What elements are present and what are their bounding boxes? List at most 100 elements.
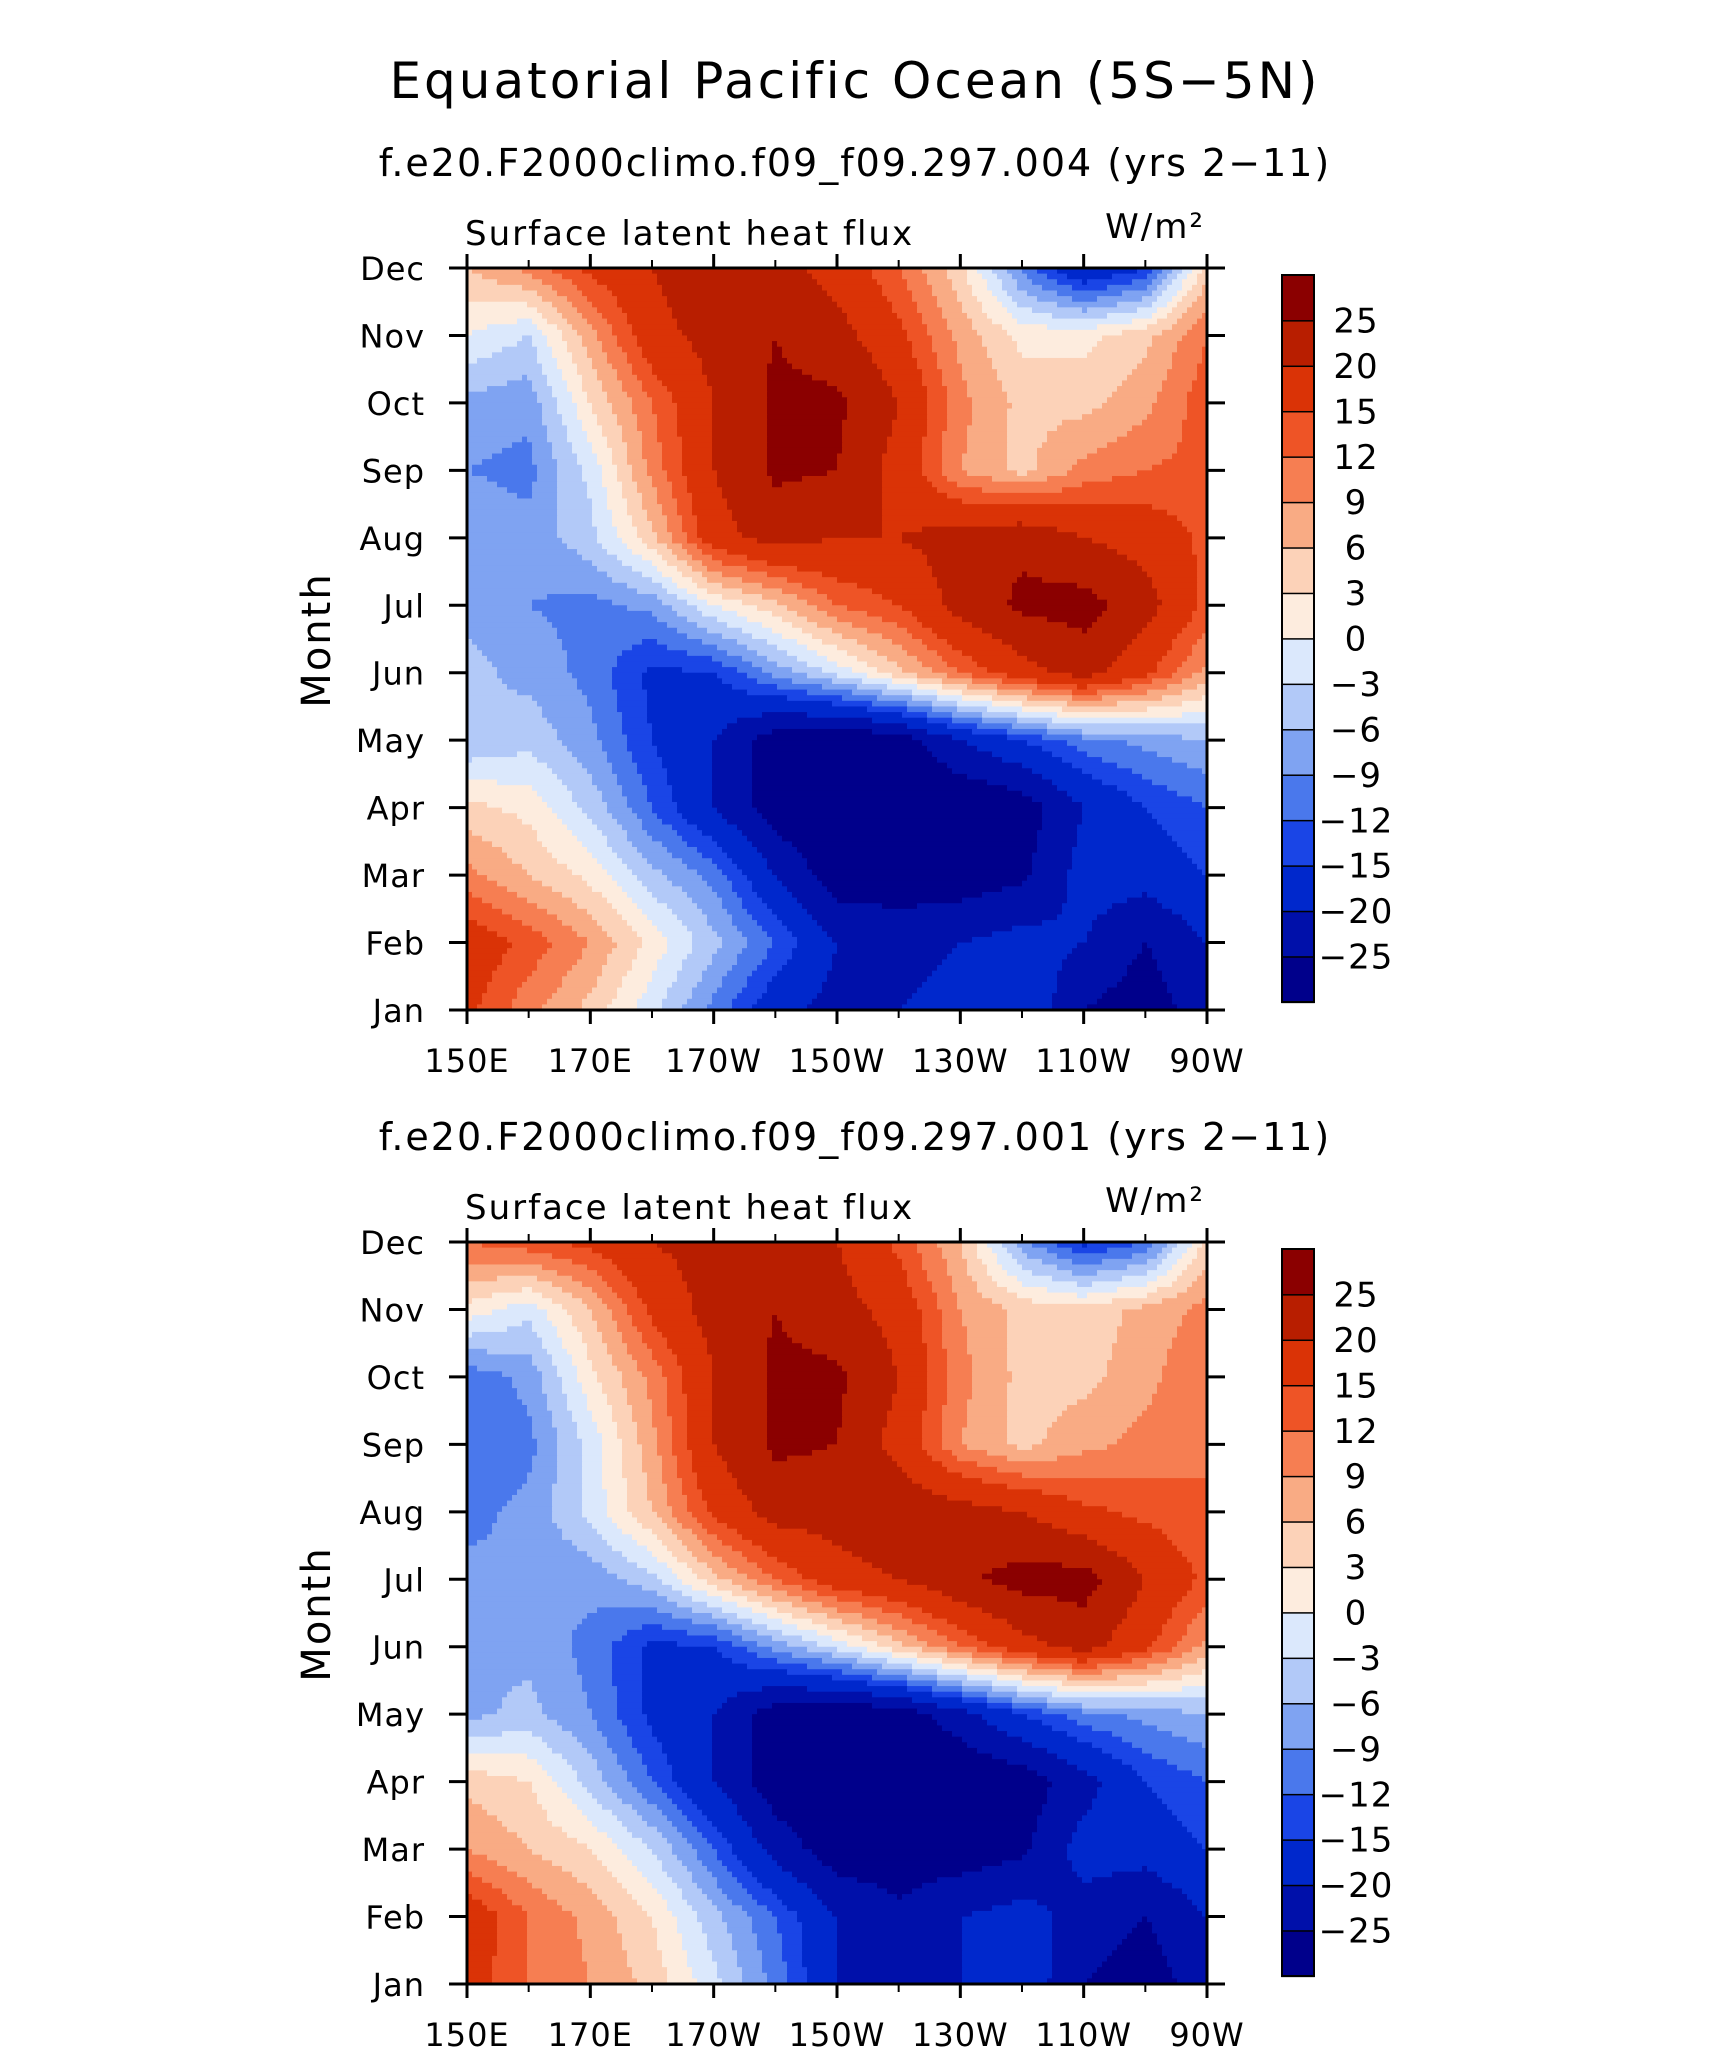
heatmap-cell	[777, 1922, 803, 1929]
heatmap-cell	[1162, 1247, 1173, 1254]
heatmap-cell	[1037, 846, 1073, 854]
heatmap-cell	[1057, 987, 1108, 994]
heatmap-cell	[787, 605, 818, 612]
heatmap-cell	[1167, 1348, 1208, 1356]
y-axis-label: Month	[294, 1546, 340, 1681]
heatmap-cell	[837, 577, 938, 584]
heatmap-cell	[537, 830, 573, 837]
heatmap-cell	[567, 386, 583, 393]
heatmap-cell	[602, 341, 618, 348]
heatmap-cell	[1182, 1708, 1208, 1715]
heatmap-cell	[532, 785, 568, 792]
heatmap-cell	[632, 549, 658, 556]
heatmap-cell	[992, 1579, 1103, 1586]
heatmap-cell	[587, 1399, 608, 1406]
heatmap-cell	[942, 1438, 963, 1445]
heatmap-cell	[1072, 695, 1103, 702]
heatmap-cell	[927, 1348, 948, 1356]
heatmap-cell	[792, 363, 878, 370]
heatmap-cell	[1077, 1826, 1188, 1833]
heatmap-cell	[932, 1714, 983, 1721]
heatmap-cell	[597, 279, 658, 286]
heatmap-cell	[872, 1702, 938, 1710]
heatmap-cell	[772, 475, 803, 483]
heatmap-cell	[997, 1725, 1053, 1732]
heatmap-cell	[532, 380, 548, 387]
heatmap-cell	[672, 908, 703, 916]
heatmap-cell	[877, 1882, 923, 1890]
heatmap-cell	[642, 352, 698, 359]
heatmap-cell	[1037, 1652, 1123, 1659]
heatmap-cell	[472, 268, 523, 275]
heatmap-cell	[997, 1466, 1208, 1474]
heatmap-cell	[1072, 796, 1133, 803]
heatmap-cell	[947, 1618, 1008, 1625]
heatmap-cell	[612, 1258, 678, 1266]
heatmap-cell	[547, 1315, 573, 1322]
heatmap-cell	[1067, 1731, 1113, 1738]
heatmap-cell	[857, 1877, 938, 1884]
heatmap-cell	[482, 993, 518, 1000]
heatmap-cell	[767, 1438, 838, 1445]
heatmap-cell	[1077, 942, 1143, 949]
heatmap-cell	[977, 745, 1043, 753]
heatmap-cell	[1042, 1258, 1073, 1266]
heatmap-cell	[1187, 329, 1208, 337]
heatmap-cell	[552, 1483, 583, 1490]
heatmap-cell	[612, 1309, 628, 1316]
heatmap-cell	[747, 981, 768, 989]
heatmap-cell	[1142, 1719, 1208, 1727]
heatmap-cell	[1112, 661, 1158, 668]
heatmap-cell	[1157, 959, 1208, 966]
heatmap-cell	[492, 1882, 533, 1890]
heatmap-cell	[992, 363, 1138, 370]
heatmap-cell	[1007, 397, 1108, 404]
heatmap-cell	[552, 1416, 573, 1423]
heatmap-cell	[467, 824, 533, 831]
heatmap-cell	[727, 1922, 753, 1929]
heatmap-cell	[677, 402, 713, 410]
heatmap-cell	[467, 1624, 578, 1631]
heatmap-cell	[1162, 1624, 1188, 1631]
heatmap-cell	[557, 633, 688, 640]
heatmap-cell	[467, 1388, 518, 1395]
heatmap-cell	[832, 678, 863, 685]
heatmap-cell	[717, 1534, 743, 1541]
heatmap-cell	[1062, 903, 1113, 910]
heatmap-cell	[947, 1466, 998, 1474]
heatmap-cell	[682, 1832, 703, 1839]
heatmap-cell	[792, 678, 833, 685]
heatmap-cell	[1077, 1764, 1133, 1771]
heatmap-cell	[467, 599, 533, 606]
heatmap-cell	[497, 1275, 538, 1282]
heatmap-cell	[722, 605, 758, 612]
heatmap-cell	[1172, 644, 1193, 651]
heatmap-cell	[1172, 1613, 1198, 1620]
heatmap-cell	[757, 537, 823, 545]
heatmap-cell	[1077, 745, 1143, 753]
heatmap-cell	[697, 1320, 773, 1327]
heatmap-cell	[632, 1967, 668, 1974]
heatmap-cell	[922, 1882, 1173, 1890]
heatmap-cell	[667, 1792, 688, 1800]
heatmap-cell	[657, 616, 688, 623]
heatmap-cell	[797, 936, 833, 944]
heatmap-cell	[472, 1315, 548, 1322]
heatmap-cell	[982, 1865, 1073, 1873]
heatmap-cell	[932, 627, 983, 634]
heatmap-cell	[837, 453, 883, 460]
heatmap-cell	[772, 672, 808, 679]
heatmap-cell	[587, 1303, 608, 1311]
heatmap-cell	[1082, 481, 1208, 488]
heatmap-cell	[1007, 1483, 1208, 1490]
heatmap-cell	[542, 296, 568, 303]
heatmap-cell	[947, 605, 1013, 612]
heatmap-cell	[1022, 880, 1068, 887]
heatmap-cell	[1007, 307, 1033, 314]
heatmap-cell	[962, 1944, 1053, 1951]
heatmap-cell	[802, 1573, 893, 1580]
heatmap-cell	[962, 1916, 1053, 1923]
heatmap-cell	[612, 324, 633, 331]
heatmap-cell	[997, 369, 1133, 376]
heatmap-cell	[657, 1534, 678, 1541]
